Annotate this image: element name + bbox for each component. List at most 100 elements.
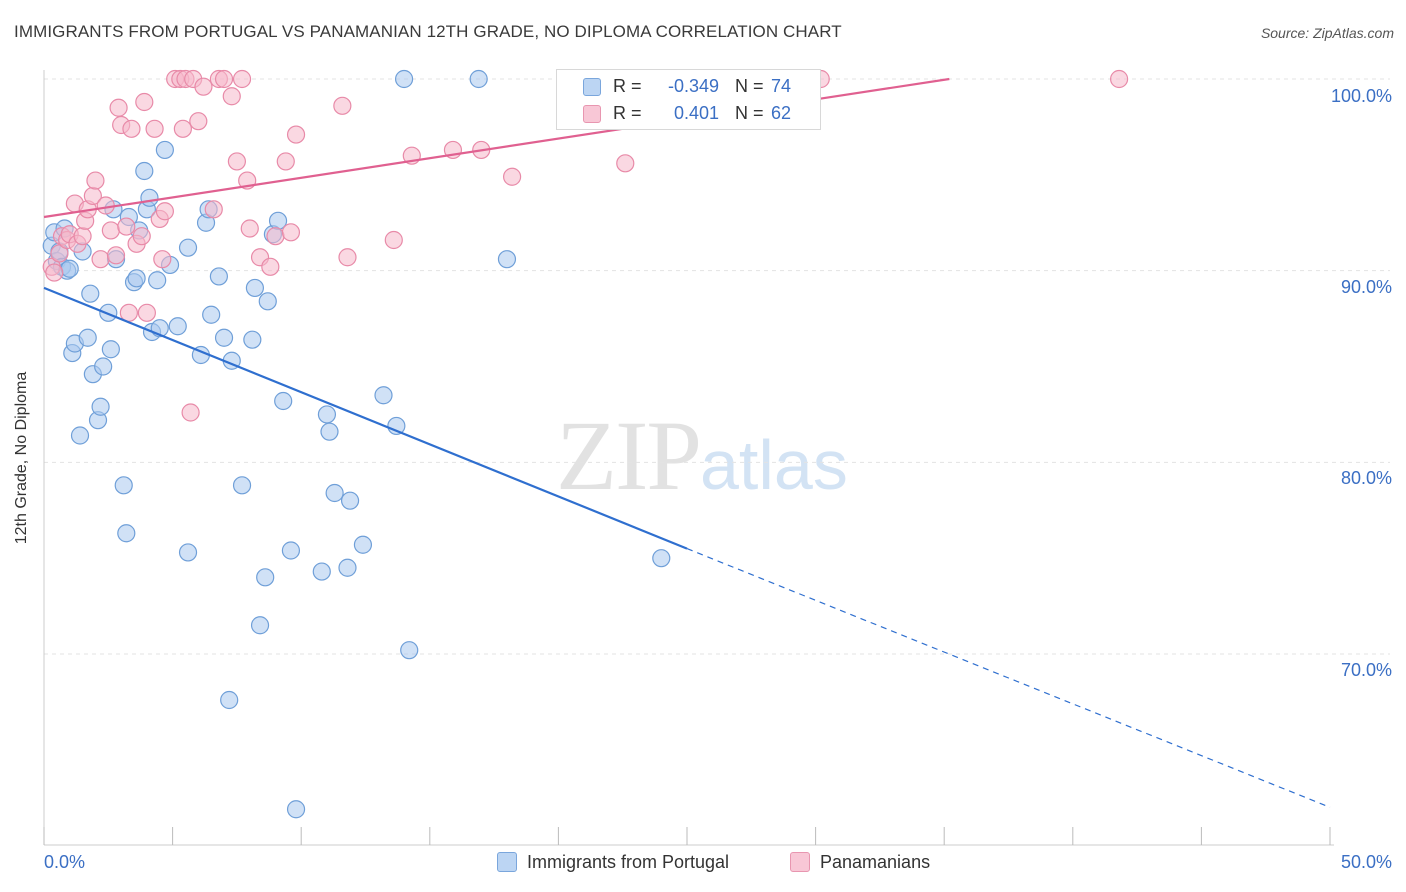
- point-portugal: [286, 800, 306, 819]
- point-panamanians: [122, 119, 141, 138]
- stats-row-panamanians: R = 0.401 N = 62: [557, 101, 820, 127]
- point-panamanians: [73, 227, 92, 246]
- point-panamanians: [181, 403, 200, 422]
- series-portugal-points: [42, 69, 671, 819]
- point-portugal: [135, 161, 154, 181]
- point-portugal: [243, 330, 262, 349]
- stats-legend: R = -0.349 N = 74 R = 0.401 N = 62: [556, 69, 821, 130]
- point-portugal: [91, 397, 110, 416]
- point-panamanians: [50, 244, 69, 263]
- point-portugal: [127, 269, 146, 288]
- y-tick-label-80: 80.0%: [1340, 468, 1392, 488]
- point-panamanians: [240, 219, 259, 238]
- r-label: R =: [613, 103, 642, 123]
- point-panamanians: [281, 223, 301, 242]
- point-panamanians: [232, 69, 252, 89]
- point-panamanians: [135, 92, 154, 112]
- point-portugal: [81, 284, 100, 303]
- point-panamanians: [204, 200, 223, 219]
- point-panamanians: [45, 263, 64, 282]
- y-tick-label-90: 90.0%: [1340, 277, 1392, 297]
- point-panamanians: [189, 112, 208, 131]
- point-panamanians: [86, 171, 105, 190]
- point-portugal: [117, 524, 136, 543]
- point-portugal: [250, 616, 270, 635]
- point-portugal: [320, 422, 339, 441]
- point-portugal: [94, 357, 113, 376]
- series-legend: Immigrants from Portugal Panamanians: [0, 852, 1406, 876]
- point-portugal: [258, 292, 277, 311]
- trend-line-portugal: [43, 286, 688, 550]
- point-portugal: [469, 69, 488, 89]
- point-portugal: [168, 317, 187, 336]
- point-panamanians: [214, 69, 234, 89]
- zipatlas-watermark: ZIPatlas: [556, 398, 848, 513]
- point-portugal: [652, 549, 671, 568]
- legend-label-panamanians: Panamanians: [820, 852, 931, 872]
- n-value-panamanians: 62: [771, 103, 792, 123]
- point-portugal: [317, 405, 337, 424]
- point-panamanians: [261, 257, 280, 276]
- point-portugal: [178, 543, 198, 562]
- axes: [43, 70, 1334, 846]
- legend-swatch-panamanians: [790, 852, 810, 872]
- point-portugal: [214, 328, 234, 347]
- point-panamanians: [117, 217, 136, 236]
- point-portugal: [202, 305, 221, 324]
- point-panamanians: [276, 152, 295, 171]
- point-portugal: [281, 541, 301, 560]
- legend-item-portugal: Immigrants from Portugal: [497, 852, 729, 873]
- point-panamanians: [101, 221, 120, 240]
- point-panamanians: [153, 250, 172, 269]
- stats-row-portugal: R = -0.349 N = 74: [557, 74, 820, 100]
- y-tick-label-100: 100.0%: [1330, 86, 1392, 106]
- point-portugal: [155, 140, 174, 160]
- point-panamanians: [384, 230, 403, 250]
- legend-swatch-portugal: [497, 852, 517, 872]
- source-label: Source: ZipAtlas.com: [1260, 25, 1394, 41]
- point-panamanians: [194, 77, 213, 96]
- point-portugal: [394, 69, 414, 89]
- point-portugal: [274, 391, 293, 411]
- watermark-atlas: atlas: [700, 426, 848, 504]
- legend-label-portugal: Immigrants from Portugal: [527, 852, 730, 872]
- swatch-portugal: [583, 78, 601, 96]
- point-panamanians: [266, 227, 285, 246]
- point-portugal: [78, 328, 97, 347]
- x-tick-label-max: 50.0%: [1340, 852, 1392, 872]
- point-portugal: [178, 238, 198, 257]
- x-tick-label-min: 0.0%: [44, 852, 86, 872]
- chart-title: IMMIGRANTS FROM PORTUGAL VS PANAMANIAN 1…: [14, 22, 842, 41]
- point-portugal: [256, 568, 275, 587]
- watermark-zip: ZIP: [556, 400, 702, 511]
- n-value-portugal: 74: [771, 76, 792, 96]
- point-panamanians: [137, 303, 156, 322]
- point-portugal: [70, 426, 90, 445]
- point-portugal: [148, 271, 167, 290]
- y-axis-label: 12th Grade, No Diploma: [13, 371, 30, 545]
- point-portugal: [338, 558, 357, 577]
- trend-line-portugal-extrapolated: [686, 548, 1331, 808]
- point-portugal: [497, 250, 517, 269]
- grid-lines: [44, 78, 1390, 655]
- n-label: N =: [735, 103, 764, 123]
- point-panamanians: [106, 246, 126, 265]
- point-portugal: [232, 476, 252, 495]
- n-label: N =: [735, 76, 764, 96]
- point-panamanians: [145, 119, 164, 138]
- point-panamanians: [173, 119, 192, 138]
- point-portugal: [220, 690, 239, 710]
- point-portugal: [209, 267, 228, 286]
- point-panamanians: [91, 250, 110, 269]
- point-panamanians: [109, 98, 128, 117]
- point-panamanians: [227, 152, 246, 171]
- point-portugal: [374, 386, 393, 405]
- point-portugal: [245, 278, 265, 298]
- r-label: R =: [613, 76, 642, 96]
- point-portugal: [325, 483, 344, 503]
- point-portugal: [101, 340, 120, 359]
- point-portugal: [60, 259, 79, 278]
- point-panamanians: [503, 167, 522, 186]
- point-panamanians: [333, 96, 352, 115]
